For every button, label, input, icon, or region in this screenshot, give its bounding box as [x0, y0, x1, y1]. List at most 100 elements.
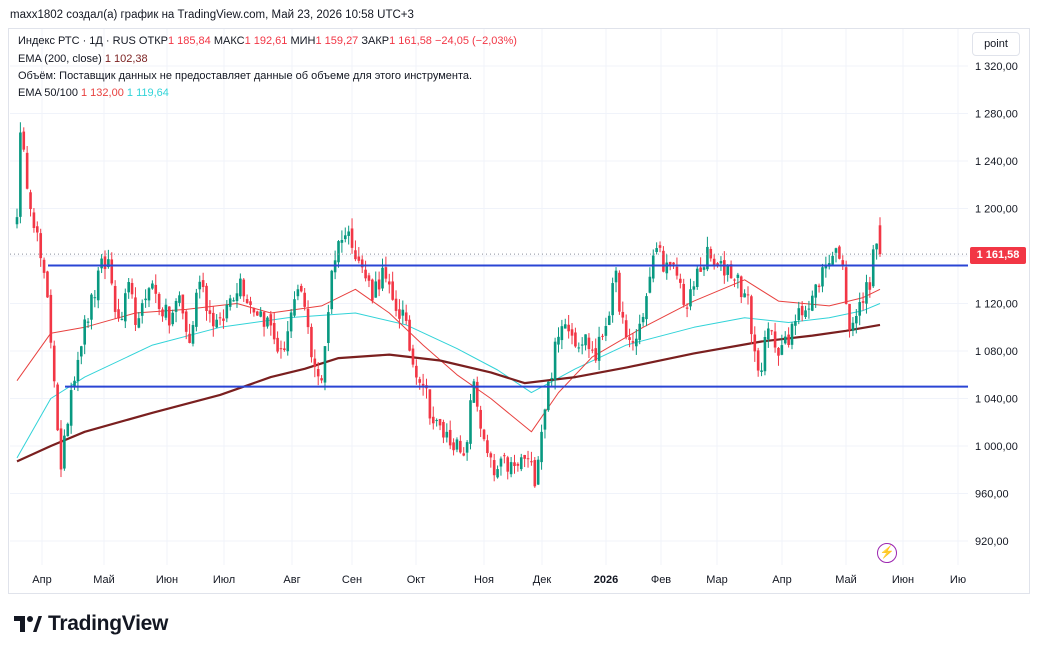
candle-body — [868, 282, 872, 290]
candle-body — [320, 378, 323, 381]
candle-body — [93, 297, 97, 299]
candle-body — [621, 311, 625, 318]
candle-body — [465, 442, 469, 453]
candle-body — [259, 311, 262, 317]
candle-body — [147, 288, 151, 301]
candle-body — [296, 289, 300, 297]
grid — [10, 29, 968, 565]
legend-volume-note: Объём: Поставщик данных не предоставляет… — [18, 70, 473, 82]
candle-body — [855, 316, 858, 324]
candle-body — [96, 270, 100, 301]
header-attribution: maxx1802 создал(а) график на TradingView… — [10, 9, 414, 21]
candle-body — [753, 334, 757, 352]
y-tick-label: 1 320,00 — [975, 61, 1018, 73]
legend-open: 1 185,84 — [167, 35, 211, 47]
candle-body — [255, 311, 259, 316]
candle-body — [442, 421, 445, 438]
candle-body — [56, 384, 59, 431]
candle-body — [391, 281, 394, 300]
candle-body — [591, 349, 594, 351]
candle-body — [875, 243, 878, 250]
candle-body — [222, 318, 225, 321]
candle-body — [435, 420, 438, 422]
candle-body — [76, 359, 80, 382]
candles — [15, 122, 882, 488]
candle-body — [272, 322, 276, 340]
candle-body — [46, 271, 49, 298]
tradingview-logo[interactable]: TradingView — [12, 612, 168, 636]
candle-body — [601, 335, 604, 337]
candle-body — [198, 281, 202, 290]
candle-body — [817, 285, 821, 288]
candle-body — [323, 346, 327, 383]
candle-body — [357, 256, 361, 261]
candle-body — [807, 308, 811, 310]
x-tick-label: Апр — [772, 574, 791, 586]
x-tick-label: Ию — [950, 574, 966, 586]
candle-body — [327, 312, 330, 343]
candle-body — [513, 462, 516, 467]
candle-body — [756, 350, 760, 371]
candle-body — [618, 272, 621, 312]
legend-close: 1 161,58 — [389, 35, 432, 47]
x-tick-label: Ноя — [474, 574, 494, 586]
candle-body — [100, 258, 103, 269]
candle-body — [631, 341, 635, 343]
candle-body — [22, 131, 26, 150]
candle-body — [814, 284, 817, 298]
candle-body — [25, 152, 29, 189]
x-tick-label: Июн — [156, 574, 178, 586]
candle-body — [635, 338, 638, 347]
candle-body — [140, 303, 144, 316]
candle-body — [838, 246, 841, 259]
candle-body — [19, 132, 22, 217]
candle-body — [350, 228, 354, 248]
candle-body — [283, 348, 286, 351]
candle-body — [448, 429, 452, 446]
candle-body — [851, 322, 855, 331]
candle-body — [519, 457, 523, 470]
candle-body — [584, 334, 587, 346]
candle-body — [421, 383, 425, 386]
candle-body — [36, 226, 39, 233]
axes: 1 320,001 280,001 240,001 200,001 160,00… — [32, 61, 1018, 586]
candle-body — [695, 268, 699, 287]
legend-ema50-100[interactable]: EMA 50/100 1 132,00 1 119,64 — [18, 87, 169, 99]
candle-body — [411, 348, 415, 365]
scale-mode-button[interactable]: point — [972, 32, 1020, 56]
candle-body — [245, 299, 249, 304]
legend-ema100-value: 1 119,64 — [126, 87, 169, 99]
candle-body — [401, 309, 405, 316]
lightning-icon[interactable]: ⚡ — [877, 543, 897, 563]
legend-symbol[interactable]: Индекс РТС · 1Д · RUS — [18, 35, 136, 47]
candle-body — [107, 259, 110, 268]
y-tick-label: 1 200,00 — [975, 204, 1018, 216]
ema100-line — [16, 303, 881, 459]
logo-text: TradingView — [48, 612, 169, 635]
candle-body — [736, 274, 740, 278]
candle-body — [384, 267, 388, 279]
candle-body — [191, 325, 195, 344]
candle-body — [117, 309, 120, 319]
candle-body — [404, 312, 408, 321]
candle-body — [770, 330, 774, 332]
candle-body — [154, 284, 158, 294]
candle-body — [313, 358, 317, 367]
candle-body — [689, 289, 692, 307]
candle-body — [844, 267, 848, 304]
candle-body — [15, 217, 19, 225]
candle-body — [780, 345, 784, 355]
tradingview-logo-icon — [14, 616, 42, 632]
candle-body — [337, 241, 340, 263]
candle-body — [611, 283, 614, 316]
candle-body — [262, 312, 266, 327]
legend-ema200[interactable]: EMA (200, close) 1 102,38 — [18, 53, 148, 65]
y-tick-label: 920,00 — [975, 536, 1009, 548]
candle-body — [306, 308, 310, 328]
candle-body — [597, 336, 601, 361]
candle-body — [232, 300, 235, 302]
candle-body — [607, 315, 611, 326]
candle-body — [184, 311, 188, 332]
candle-body — [675, 266, 679, 276]
